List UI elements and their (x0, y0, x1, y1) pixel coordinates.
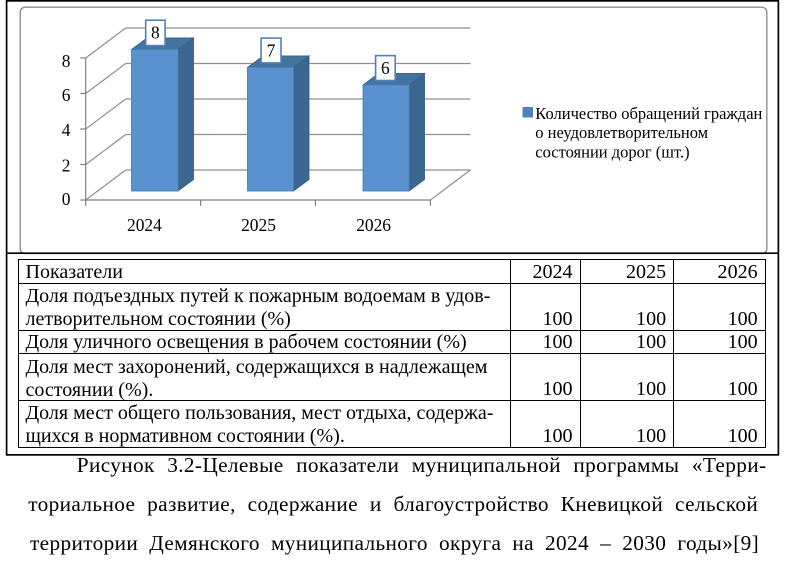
svg-text:7: 7 (267, 40, 276, 60)
svg-text:8: 8 (151, 23, 160, 43)
svg-text:2026: 2026 (356, 215, 391, 235)
svg-text:о неудовлетворительном: о неудовлетворительном (535, 123, 708, 142)
svg-text:8: 8 (62, 51, 71, 71)
svg-text:6: 6 (62, 85, 71, 105)
svg-text:состоянии дорог (шт.): состоянии дорог (шт.) (535, 142, 689, 161)
svg-text:2025: 2025 (241, 215, 276, 235)
svg-text:4: 4 (62, 120, 71, 140)
svg-text:0: 0 (62, 189, 71, 209)
svg-text:Количество обращений граждан: Количество обращений граждан (535, 104, 762, 123)
svg-text:2: 2 (62, 155, 71, 175)
svg-text:2024: 2024 (127, 215, 162, 235)
svg-text:6: 6 (381, 58, 390, 78)
